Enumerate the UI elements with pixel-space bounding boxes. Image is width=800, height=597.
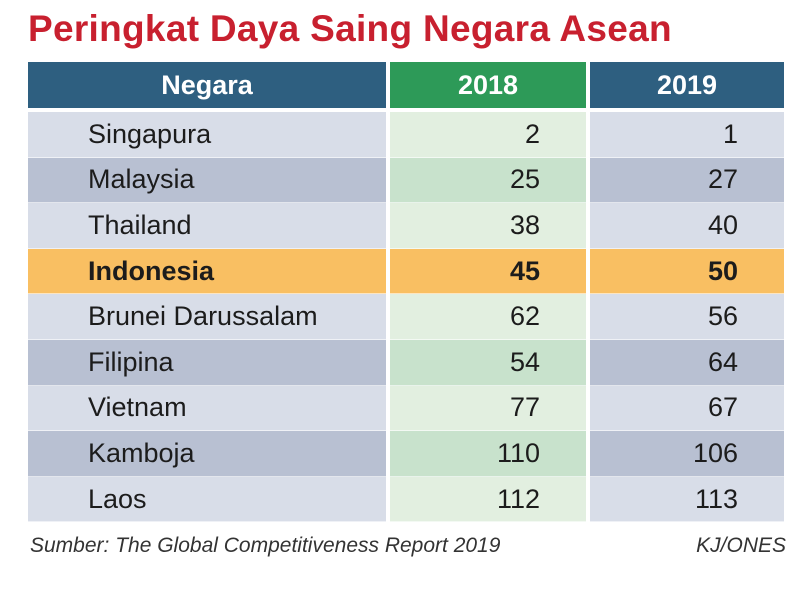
source-note: Sumber: The Global Competitiveness Repor…: [30, 534, 501, 557]
chart-title: Peringkat Daya Saing Negara Asean: [28, 8, 672, 49]
country-cell: Indonesia: [28, 248, 386, 295]
country-cell: Singapura: [28, 112, 386, 158]
rank-2019-cell: 50: [590, 248, 784, 295]
rank-2018-cell: 25: [390, 157, 586, 204]
country-cell: Thailand: [28, 203, 386, 249]
rank-2018-cell: 112: [390, 476, 586, 523]
credit-note: KJ/ONES: [696, 534, 786, 557]
rank-2019-cell: 1: [590, 112, 784, 158]
rank-2019-cell: 113: [590, 476, 784, 523]
header-2019: 2019: [590, 62, 784, 108]
rank-2018-cell: 38: [390, 203, 586, 249]
rank-2018-cell: 62: [390, 294, 586, 340]
rank-2018-cell: 77: [390, 385, 586, 432]
header-2018: 2018: [390, 62, 586, 108]
rank-2019-cell: 64: [590, 340, 784, 386]
rank-2018-cell: 2: [390, 112, 586, 158]
rank-2018-cell: 45: [390, 248, 586, 295]
rank-2018-cell: 110: [390, 431, 586, 477]
rank-2019-cell: 106: [590, 431, 784, 477]
header-negara: Negara: [28, 62, 386, 108]
rank-2018-cell: 54: [390, 340, 586, 386]
rank-2019-cell: 56: [590, 294, 784, 340]
rank-2019-cell: 27: [590, 157, 784, 204]
country-cell: Filipina: [28, 340, 386, 386]
country-cell: Kamboja: [28, 431, 386, 477]
rank-2019-cell: 40: [590, 203, 784, 249]
country-cell: Vietnam: [28, 385, 386, 432]
country-cell: Brunei Darussalam: [28, 294, 386, 340]
country-cell: Laos: [28, 476, 386, 523]
rank-2019-cell: 67: [590, 385, 784, 432]
country-cell: Malaysia: [28, 157, 386, 204]
